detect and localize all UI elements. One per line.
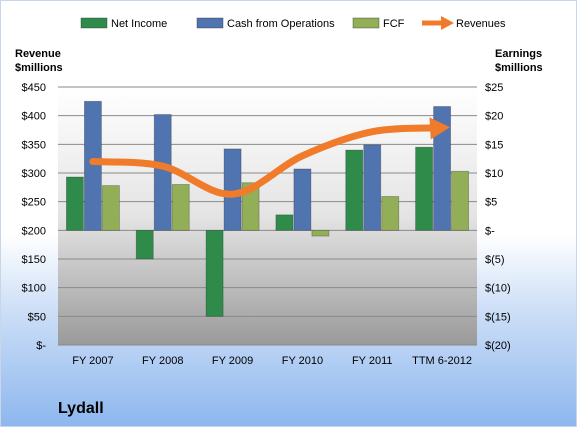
gridlines: [58, 86, 477, 346]
bar-fcf: [451, 170, 469, 231]
revenue-arrowhead: [429, 117, 451, 140]
legend-label-net-income: Net Income: [111, 18, 167, 30]
right-tick-label: $(5): [485, 254, 505, 266]
legend-label-cash-from-operations: Cash from Operations: [227, 18, 335, 30]
legend-swatch-cash-from-operations: [196, 17, 224, 29]
right-axis-title-line2: $millions: [495, 62, 543, 74]
left-axis-ticks: $450 $400 $350 $300 $250 $200 $150 $100 $50 $-: [22, 82, 47, 352]
right-tick-label: $5: [485, 197, 497, 209]
company-name: Lydall: [58, 400, 104, 417]
revenue-line: [89, 117, 451, 198]
legend-label-fcf: FCF: [383, 18, 405, 30]
left-axis-title-line1: Revenue: [15, 48, 61, 60]
right-tick-label: $-: [485, 225, 495, 237]
bar-fcf: [171, 184, 190, 231]
left-tick-label: $450: [22, 82, 46, 94]
legend-swatch-arrow-revenues: [441, 16, 454, 30]
left-tick-label: $350: [22, 139, 46, 151]
legend-swatch-fcf: [352, 17, 380, 29]
x-tick-label: FY 2007: [72, 355, 113, 367]
legend-swatch-net-income: [80, 17, 108, 29]
bar-cash-from-operations: [363, 144, 382, 231]
legend-label-revenues: Revenues: [456, 18, 506, 30]
bar-net-income: [415, 146, 433, 231]
bar-net-income: [135, 229, 154, 260]
left-tick-label: $50: [28, 311, 46, 323]
left-tick-label: $300: [22, 168, 46, 180]
right-tick-label: $25: [485, 82, 503, 94]
bar-net-income: [66, 176, 84, 231]
bars: [66, 100, 469, 317]
bar-net-income: [205, 229, 224, 317]
bar-fcf: [102, 185, 120, 231]
bar-fcf: [381, 196, 400, 231]
bar-cash-from-operations: [84, 100, 102, 231]
right-tick-label: $(20): [485, 340, 511, 352]
x-tick-label: FY 2010: [282, 355, 323, 367]
bar-cash-from-operations: [293, 168, 312, 231]
left-tick-label: $100: [22, 283, 46, 295]
x-tick-label: FY 2011: [352, 355, 393, 367]
right-tick-label: $10: [485, 168, 503, 180]
bar-fcf: [311, 229, 330, 237]
right-tick-label: $(15): [485, 311, 511, 323]
left-tick-label: $250: [22, 197, 46, 209]
bar-cash-from-operations: [223, 148, 242, 231]
x-axis-ticks: FY 2007 FY 2008 FY 2009 FY 2010 FY 2011 TTM 6…: [72, 355, 472, 367]
x-tick-label: FY 2008: [142, 355, 183, 367]
legend: Net Income Cash from Operations FCF Revenue…: [80, 16, 506, 30]
x-tick-label: TTM 6-2012: [412, 355, 472, 367]
left-tick-label: $200: [22, 225, 46, 237]
bar-net-income: [275, 214, 294, 231]
right-axis-title-line1: Earnings: [495, 48, 542, 60]
revenue-line-path: [89, 124, 446, 198]
right-tick-label: $15: [485, 139, 503, 151]
bar-net-income: [345, 149, 364, 231]
left-axis-title-line2: $millions: [15, 62, 63, 74]
bar-fcf: [241, 182, 260, 231]
bar-cash-from-operations: [153, 114, 172, 231]
right-axis-ticks: $25 $20 $15 $10 $5 $- $(5) $(10) $(15) $(20): [485, 82, 511, 352]
left-tick-label: $-: [36, 340, 46, 352]
right-tick-label: $20: [485, 111, 503, 123]
bar-cash-from-operations: [433, 106, 451, 231]
left-tick-label: $150: [22, 254, 46, 266]
x-tick-label: FY 2009: [212, 355, 253, 367]
right-tick-label: $(10): [485, 283, 511, 295]
left-tick-label: $400: [22, 111, 46, 123]
